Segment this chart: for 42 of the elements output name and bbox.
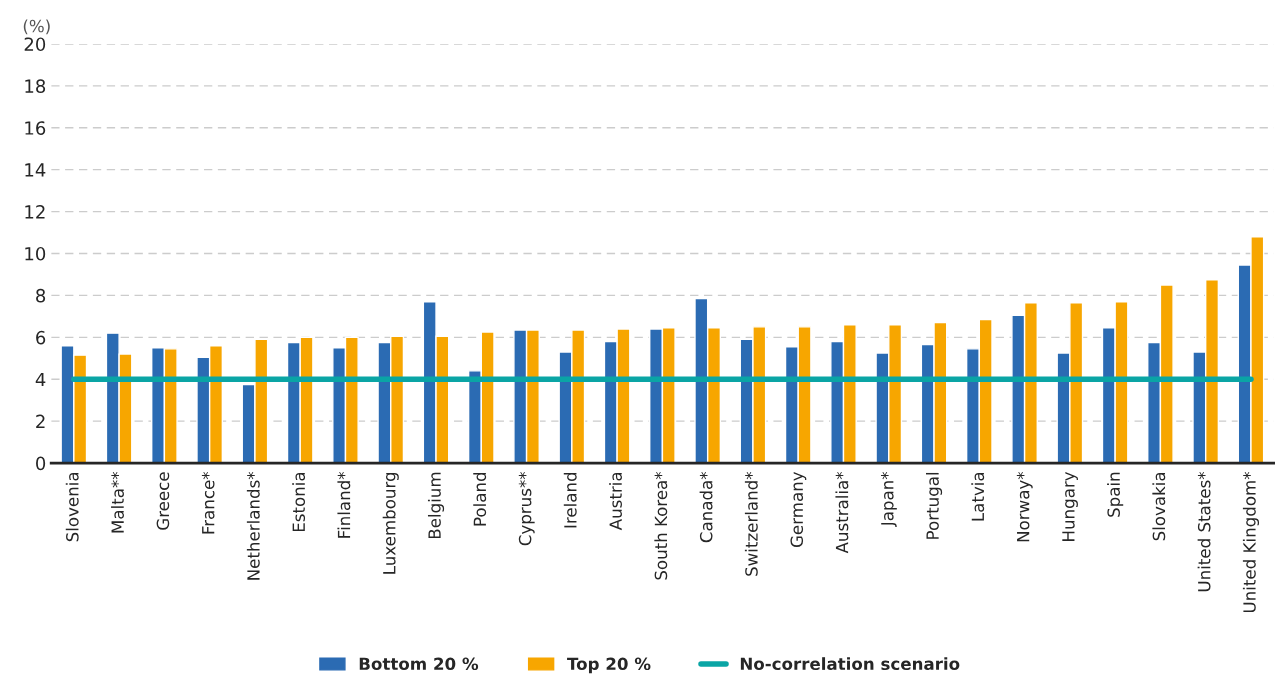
x-tick-label: Australia*	[835, 471, 849, 554]
x-tick-label: Greece	[156, 472, 170, 530]
x-tick-label: Latvia	[971, 472, 985, 521]
x-tick-label: Germany	[790, 471, 807, 548]
x-tick-label: Ireland	[563, 472, 577, 528]
y-tick-label: 12	[25, 205, 45, 219]
x-tick-label: Switzerland*	[744, 471, 758, 576]
x-tick-label: Norway*	[1016, 471, 1033, 542]
x-tick-label: Spain	[1107, 472, 1124, 517]
y-tick-label: 6	[36, 330, 46, 345]
x-tick-label: United States*	[1197, 471, 1211, 592]
legend-label: Bottom 20 %	[359, 657, 479, 671]
y-tick-label: 10	[25, 246, 46, 261]
x-tick-label: South Korea*	[654, 471, 668, 580]
y-tick-label: 0	[36, 456, 46, 471]
y-tick-label: 14	[25, 163, 46, 177]
legend-label: No-correlation scenario	[740, 657, 960, 671]
y-tick-label: 4	[35, 372, 46, 387]
y-axis-title: (%)	[23, 19, 50, 35]
x-tick-label: Poland	[473, 472, 487, 526]
x-tick-label: Estonia	[292, 472, 306, 532]
x-tick-label: Netherlands*	[246, 471, 260, 580]
x-tick-label: Japan*	[881, 471, 897, 528]
y-tick-label: 16	[25, 121, 46, 135]
x-tick-label: Cyprus**	[518, 471, 535, 546]
x-tick-label: Austria	[609, 472, 622, 531]
y-tick-label: 8	[36, 288, 46, 303]
y-tick-label: 2	[36, 414, 45, 429]
x-tick-label: Malta**	[111, 471, 124, 533]
legend-label: Top 20 %	[567, 657, 651, 674]
x-tick-label: Slovenia	[65, 472, 79, 542]
x-tick-label: France*	[201, 471, 215, 534]
x-tick-label: Slovakia	[1152, 472, 1166, 541]
x-tick-label: Finland*	[337, 471, 351, 538]
x-tick-label: United Kingdom*	[1242, 471, 1260, 613]
y-tick-label: 18	[25, 79, 46, 93]
x-tick-label: Hungary	[1062, 471, 1078, 541]
x-tick-label: Belgium	[427, 472, 445, 539]
y-tick-label: 20	[24, 37, 46, 52]
x-tick-label: Portugal	[925, 472, 943, 539]
x-tick-label: Canada*	[699, 471, 713, 543]
x-tick-label: Luxembourg	[382, 472, 399, 574]
